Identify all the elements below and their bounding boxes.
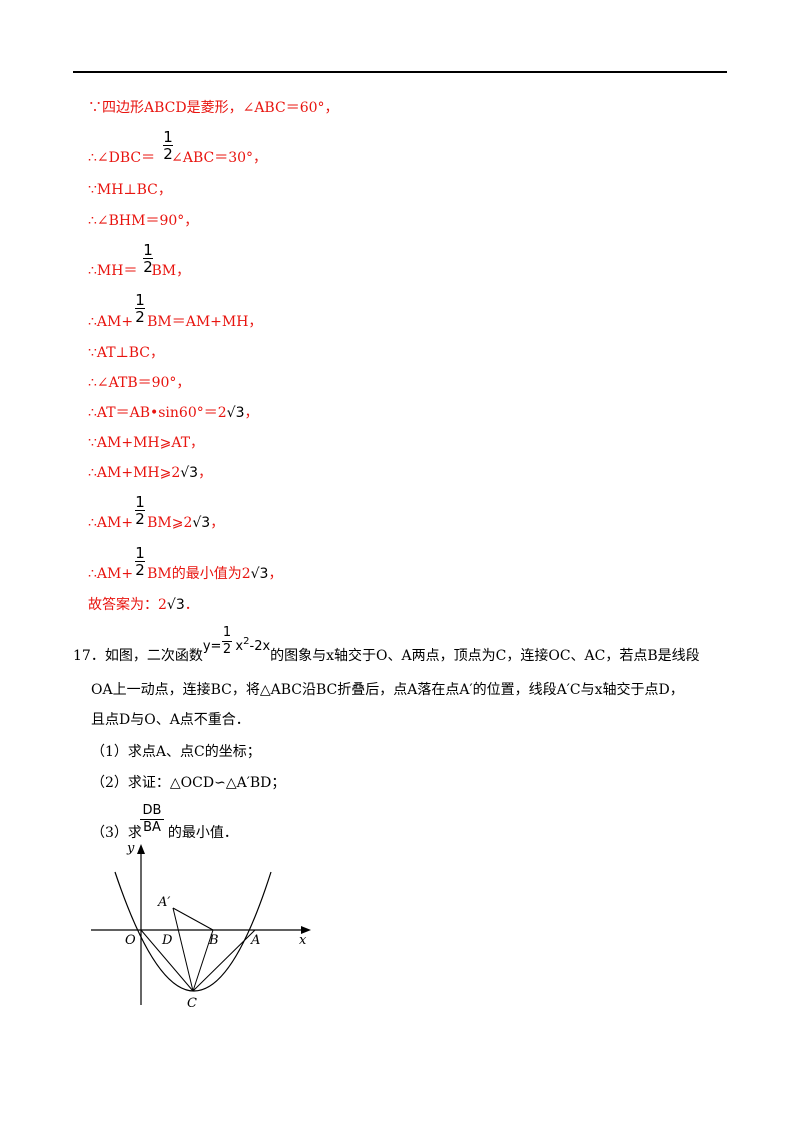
solution-line-6: ∴AM+ BM＝AM+MH，	[88, 314, 263, 330]
solution-line-9: ∴AT＝AB•sin60°＝2√3，	[88, 405, 259, 421]
point-b-label: B	[208, 933, 219, 948]
solution-line-2: ∴∠DBC＝ ∠ABC＝30°，	[88, 150, 268, 166]
sqrt-three: √3	[180, 465, 199, 481]
x-axis-label: x	[299, 933, 307, 948]
solution-line-1: ∵四边形ABCD是菱形，∠ABC＝60°，	[88, 100, 339, 116]
point-d-label: D	[161, 933, 173, 948]
point-o-label: O	[125, 933, 136, 948]
solution-line-10: ∵AM+MH⩾AT，	[88, 435, 205, 451]
problem-17-line-3: 且点D与O、A点不重合．	[91, 712, 250, 728]
solution-line-14: 故答案为：2√3．	[88, 597, 199, 613]
subquestion-1: （1）求点A、点C的坐标；	[91, 744, 261, 760]
solution-line-4: ∴∠BHM＝90°，	[88, 213, 199, 229]
sqrt-three: √3	[192, 515, 211, 531]
problem-17-line-2: OA上一动点，连接BC，将△ABC沿BC折叠后，点A落在点A′的位置，线段A′C…	[91, 682, 684, 698]
parabola-curve	[114, 871, 272, 992]
sqrt-three: √3	[226, 405, 245, 421]
sqrt-three: √3	[166, 597, 185, 613]
problem-17-line-1: 17．如图，二次函数y= x2-2x的图象与x轴交于O、A两点，顶点为C，连接OC…	[73, 636, 700, 664]
y-axis-arrow	[137, 844, 145, 854]
point-a-prime-label: A′	[157, 895, 170, 910]
segment-a-prime-b	[172, 907, 214, 931]
parabola-figure: y x O D B A A′ C	[91, 841, 311, 1011]
solution-line-5: ∴MH＝ BM，	[88, 263, 191, 279]
problem-number: 17．	[73, 648, 105, 664]
x-axis-arrow	[301, 926, 311, 934]
solution-line-13: ∴AM+ BM的最小值为2√3，	[88, 566, 283, 582]
point-a-label: A	[250, 933, 260, 948]
solution-line-7: ∵AT⊥BC，	[88, 345, 165, 361]
segment-bc	[192, 929, 214, 992]
sqrt-three: √3	[250, 566, 269, 582]
subquestion-3: （3）求 的最小值．	[91, 825, 238, 841]
segment-oc	[140, 929, 194, 992]
segment-a-prime-c	[172, 907, 194, 992]
point-c-label: C	[187, 996, 197, 1011]
y-axis-label: y	[126, 841, 135, 856]
fraction-db-ba: DB BA	[139, 803, 165, 836]
solution-line-3: ∵MH⊥BC，	[88, 182, 172, 198]
solution-line-11: ∴AM+MH⩾2√3，	[88, 465, 213, 481]
header-rule	[73, 71, 727, 73]
subquestion-2: （2）求证：△OCD∽△A′BD；	[91, 775, 286, 791]
segment-ac	[192, 929, 256, 992]
solution-line-12: ∴AM+ BM⩾2√3，	[88, 515, 225, 531]
solution-line-8: ∴∠ATB＝90°，	[88, 375, 191, 391]
